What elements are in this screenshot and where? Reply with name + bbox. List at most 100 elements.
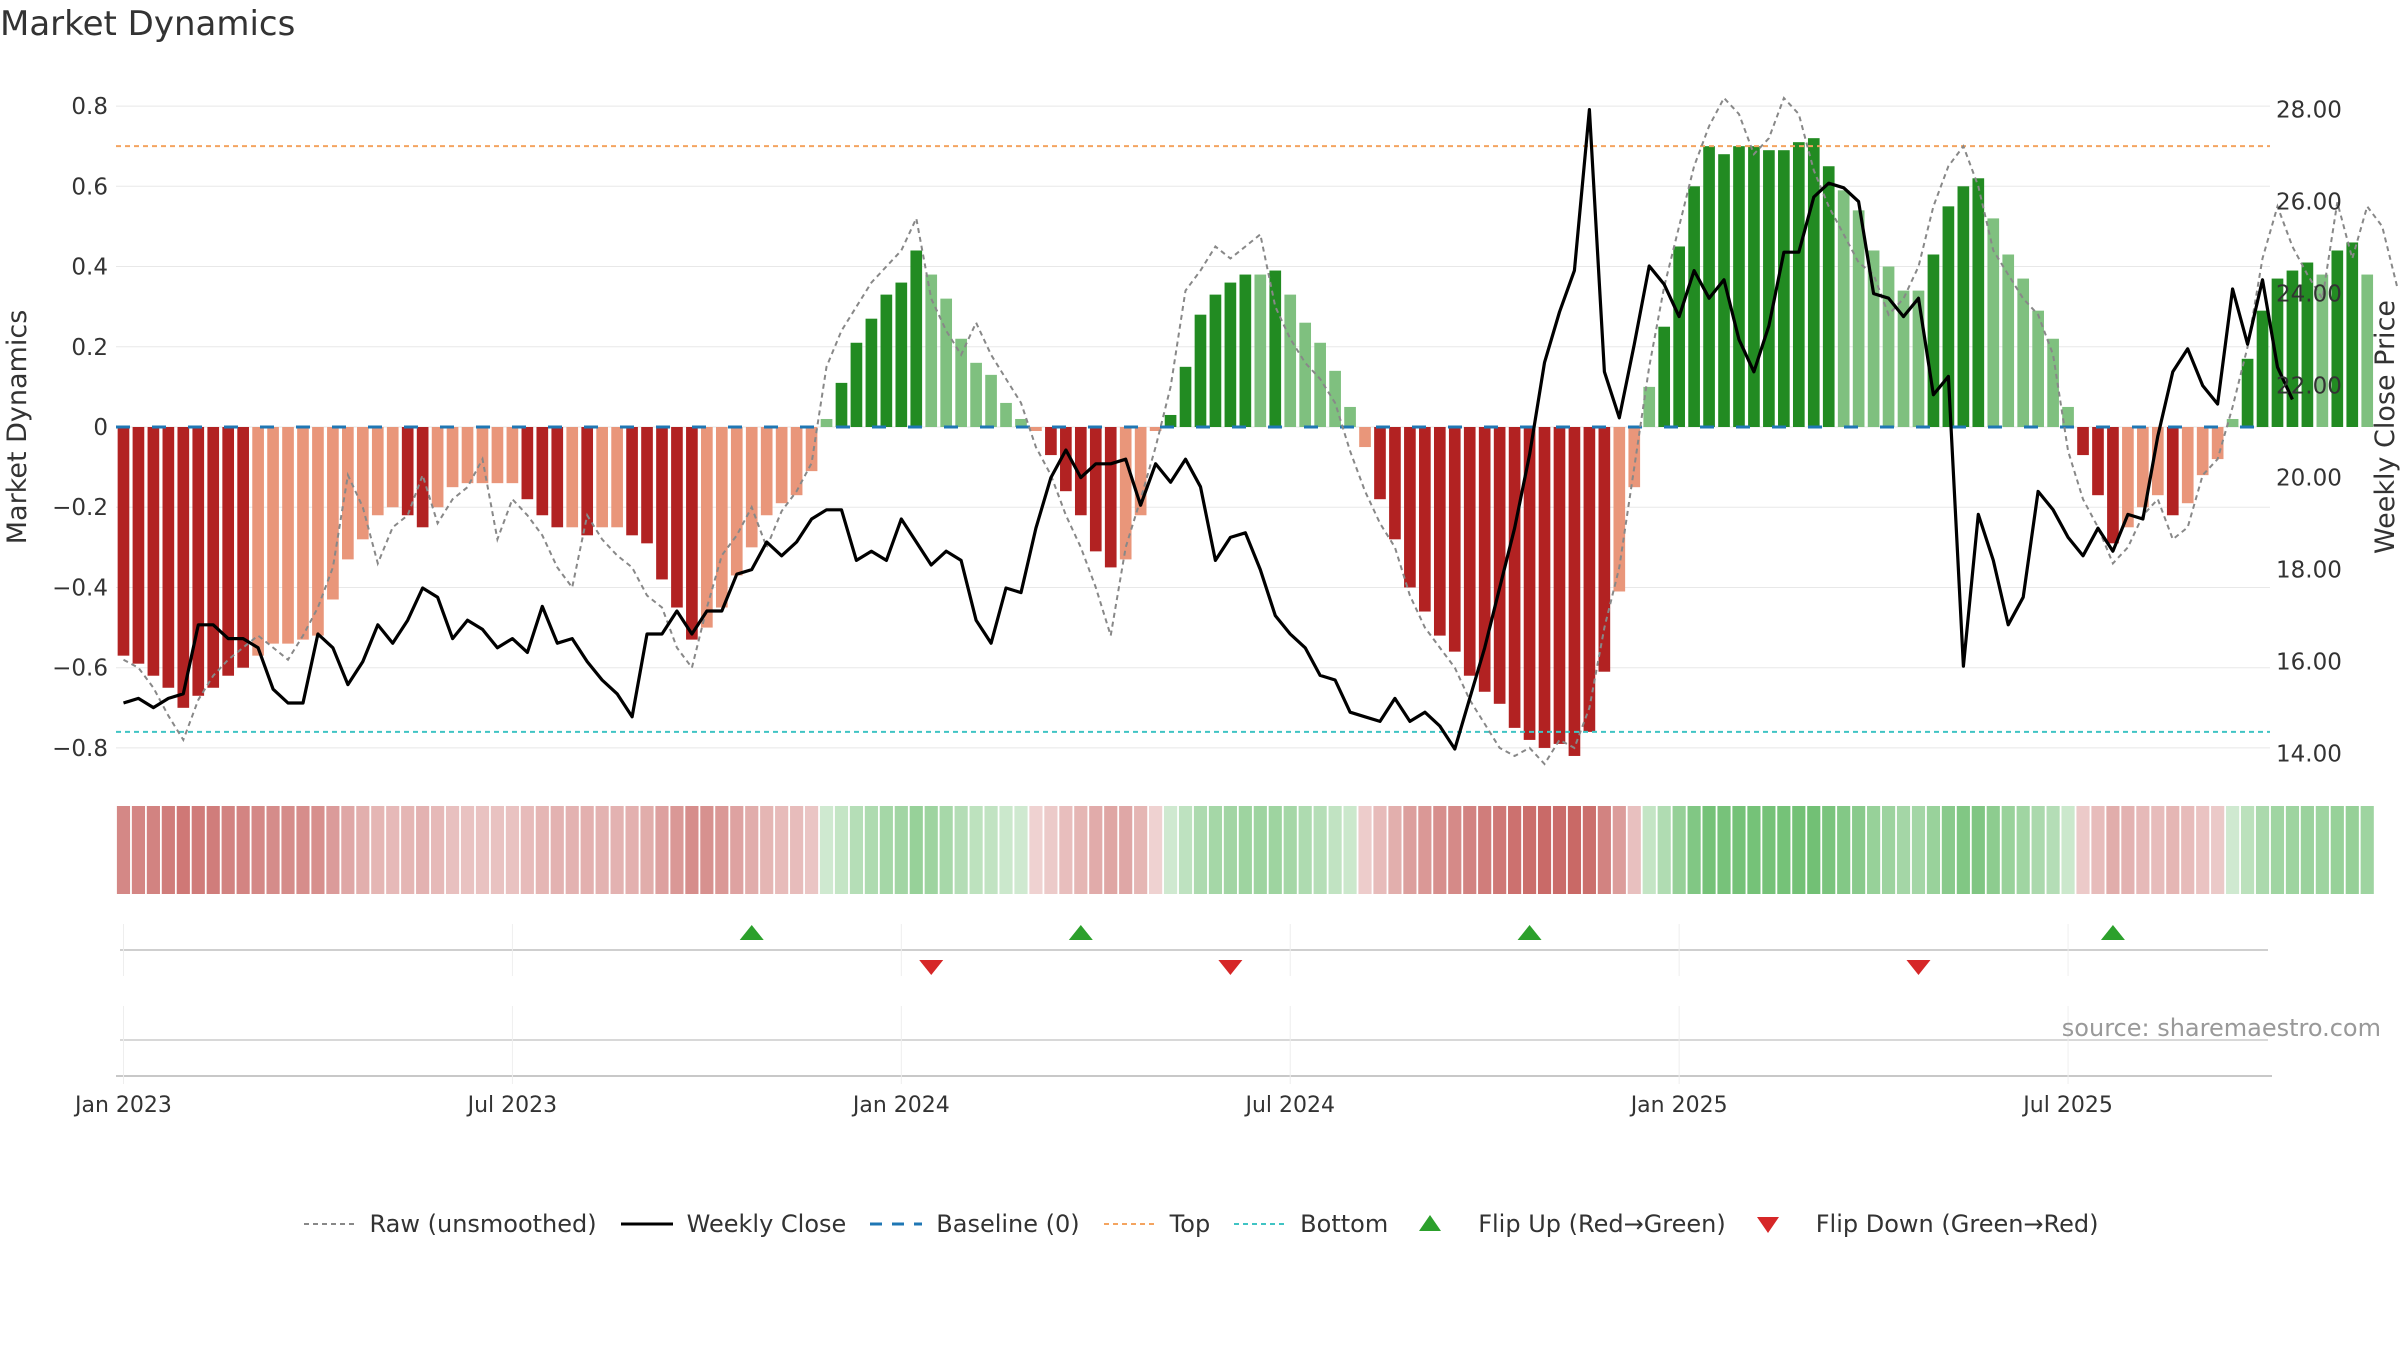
band-cell <box>341 806 355 894</box>
reference-lines <box>116 145 2270 733</box>
bar <box>596 427 608 528</box>
bar <box>2256 310 2269 427</box>
bar <box>641 427 653 544</box>
bar <box>626 427 638 536</box>
bar <box>312 427 324 636</box>
band-cell <box>2151 806 2165 894</box>
band-cell <box>1268 806 1282 894</box>
band-cell <box>2121 806 2135 894</box>
bar <box>2047 338 2059 427</box>
band-cell <box>655 806 669 894</box>
flip-up-icon <box>739 925 764 940</box>
legend-baseline-symbol <box>870 1222 923 1226</box>
band-cell <box>2285 806 2300 894</box>
band-cell <box>1208 806 1223 894</box>
band-cell <box>1777 806 1791 894</box>
band-cell <box>2211 806 2225 894</box>
bar <box>2092 427 2104 496</box>
legend-label-baseline: Baseline (0) <box>936 1210 1080 1238</box>
bar <box>820 418 833 427</box>
band-cell <box>1448 806 1462 894</box>
band-cell <box>460 806 475 894</box>
bar <box>1299 322 1312 427</box>
y2-tick-label: 28.00 <box>2276 98 2342 124</box>
close-line <box>123 107 2294 751</box>
band-cell <box>371 806 385 894</box>
y-tick-label: 0.8 <box>71 94 108 120</box>
band-cell <box>2016 806 2030 894</box>
bar <box>865 318 878 427</box>
band-cell <box>1343 806 1357 894</box>
bar <box>1134 427 1147 516</box>
flip-down-icon <box>1756 1217 1779 1233</box>
y2-tick-label: 18.00 <box>2276 558 2342 584</box>
legend-item-close: Weekly Close <box>619 1210 846 1238</box>
band-cell <box>1388 806 1402 894</box>
bar <box>1867 250 1880 427</box>
band-cell <box>1089 806 1103 894</box>
bar <box>910 250 923 427</box>
bar <box>1030 427 1042 432</box>
band-cell <box>1149 806 1163 894</box>
bar <box>1792 142 1805 427</box>
band-cell <box>2330 806 2344 894</box>
band-cell <box>2360 806 2374 894</box>
bar <box>207 427 220 688</box>
y-tick-label: −0.8 <box>52 736 108 762</box>
bar <box>506 427 519 484</box>
bar <box>671 427 683 608</box>
band-cell <box>894 806 908 894</box>
bar <box>2151 427 2164 496</box>
bar <box>1000 402 1012 427</box>
band-cell <box>490 806 505 894</box>
band-cell <box>1418 806 1432 894</box>
band-cell <box>161 806 175 894</box>
bar <box>2122 427 2134 528</box>
band-cell <box>1508 806 1522 894</box>
band-cell <box>1433 806 1447 894</box>
band-cell <box>1717 806 1731 894</box>
bar <box>431 427 444 508</box>
bar <box>1104 427 1117 568</box>
legend-label-flipdown: Flip Down (Green→Red) <box>1815 1210 2099 1238</box>
band-cell <box>505 806 519 894</box>
band-cell <box>1881 806 1896 894</box>
band-cell <box>1178 806 1193 894</box>
band-cell <box>221 806 235 894</box>
bar <box>1703 146 1715 428</box>
bar <box>850 342 863 427</box>
band-cell <box>236 806 250 894</box>
flip-up-icon <box>1068 925 1093 940</box>
y2-axis-title: Weekly Close Price <box>2370 300 2400 554</box>
legend-item-flipdown: Flip Down (Green→Red) <box>1748 1210 2099 1238</box>
bar <box>521 427 534 500</box>
y-tick-label: −0.6 <box>52 656 108 682</box>
band-cell <box>640 806 654 894</box>
bar <box>1314 342 1326 427</box>
bar <box>1493 427 1506 704</box>
bar <box>386 427 399 508</box>
x-tick-label: Jul 2024 <box>1243 1093 1335 1118</box>
bar <box>1074 427 1087 516</box>
bar <box>1748 146 1760 428</box>
flip-up-icon <box>2100 925 2125 940</box>
bar <box>940 298 953 427</box>
gridlines <box>116 105 2270 749</box>
bar <box>1284 294 1297 427</box>
x-tick-label: Jul 2025 <box>2021 1093 2113 1118</box>
bar <box>1957 186 1970 427</box>
band-cell <box>1956 806 1970 894</box>
bar <box>237 427 249 668</box>
band-cell <box>2001 806 2015 894</box>
y-axis-title: Market Dynamics <box>2 310 33 545</box>
band-cell <box>580 806 594 894</box>
bar <box>267 427 279 644</box>
band-cell <box>1941 806 1955 894</box>
legend-item-top: Top <box>1102 1210 1210 1238</box>
y2-tick-label: 24.00 <box>2276 282 2342 308</box>
band-cell <box>1837 806 1851 894</box>
legend-item-raw: Raw (unsmoothed) <box>302 1210 597 1238</box>
bar <box>2301 262 2314 427</box>
bar <box>701 427 713 628</box>
band-cell <box>281 806 295 894</box>
